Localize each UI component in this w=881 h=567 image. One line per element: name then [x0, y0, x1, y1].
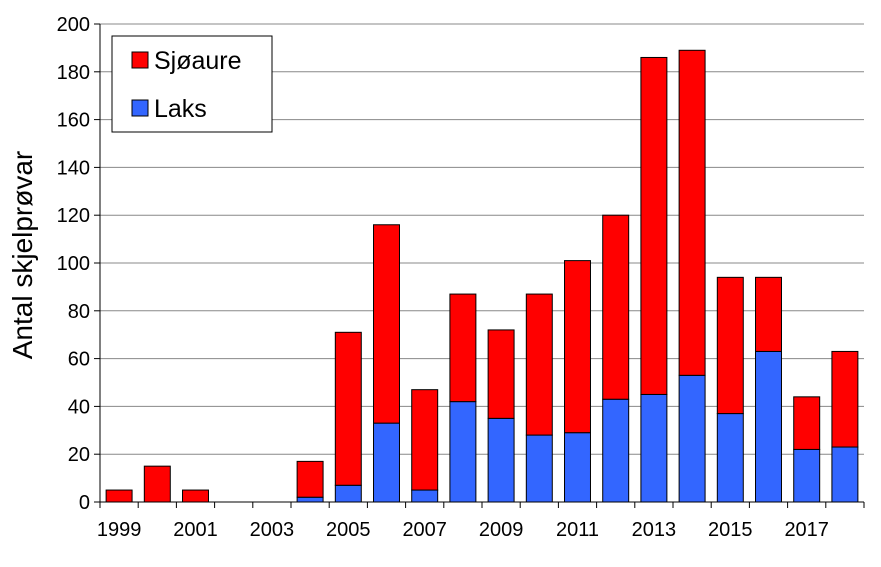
y-tick-label: 20 [68, 444, 90, 466]
x-tick-label: 2001 [173, 519, 218, 541]
y-tick-label: 160 [57, 110, 90, 132]
y-tick-label: 120 [57, 205, 90, 227]
bar-segment [640, 56, 668, 395]
bar-segment [296, 460, 324, 498]
bar-segment [182, 489, 209, 503]
bar-segment [525, 434, 553, 503]
bar-segment [411, 489, 439, 503]
legend-swatch [131, 99, 149, 117]
bar-segment [678, 49, 706, 376]
bar-segment [602, 398, 630, 503]
bar-segment [449, 401, 477, 503]
x-tick-label: 2015 [708, 519, 753, 541]
x-tick-label: 1999 [97, 519, 142, 541]
bar-segment [334, 484, 362, 503]
y-tick-label: 140 [57, 157, 90, 179]
bar-segment [755, 276, 782, 352]
bar-segment [793, 396, 821, 450]
x-tick-label: 2017 [784, 519, 829, 541]
y-tick-label: 180 [57, 62, 90, 84]
legend-swatch [131, 51, 149, 69]
bar-segment [449, 293, 477, 403]
legend-label: Sjøaure [154, 47, 242, 75]
bar-segment [487, 417, 515, 503]
x-tick-label: 2003 [250, 519, 295, 541]
bar-segment [525, 293, 553, 436]
bar-segment [373, 224, 400, 424]
bar-segment [831, 446, 859, 503]
bar-segment [640, 393, 668, 503]
y-tick-label: 80 [68, 301, 90, 323]
bar-segment [716, 276, 744, 415]
bar-segment [564, 432, 591, 503]
bar-segment [334, 331, 362, 486]
y-tick-label: 0 [79, 492, 90, 514]
bar-segment [411, 389, 439, 491]
y-tick-label: 60 [68, 349, 90, 371]
bar-segment [831, 350, 859, 448]
bar-segment [296, 496, 324, 503]
bar-segment [143, 465, 171, 503]
x-tick-label: 2011 [556, 519, 599, 541]
y-tick-label: 200 [57, 14, 90, 36]
bar-segment [716, 413, 744, 503]
bar-segment [373, 422, 400, 503]
y-axis-title: Antal skjelprøvar [7, 151, 38, 360]
x-tick-label: 2009 [479, 519, 524, 541]
bar-segment [564, 260, 591, 434]
x-tick-label: 2013 [632, 519, 677, 541]
y-tick-label: 100 [57, 253, 90, 275]
x-tick-label: 2005 [326, 519, 371, 541]
bar-segment [793, 448, 821, 503]
x-tick-label: 2007 [402, 519, 447, 541]
bar-segment [755, 350, 782, 503]
bar-segment [678, 374, 706, 503]
y-tick-label: 40 [68, 396, 90, 418]
bar-segment [602, 214, 630, 400]
bar-segment [487, 329, 515, 419]
bar-segment [105, 489, 133, 503]
legend-label: Laks [154, 95, 207, 123]
